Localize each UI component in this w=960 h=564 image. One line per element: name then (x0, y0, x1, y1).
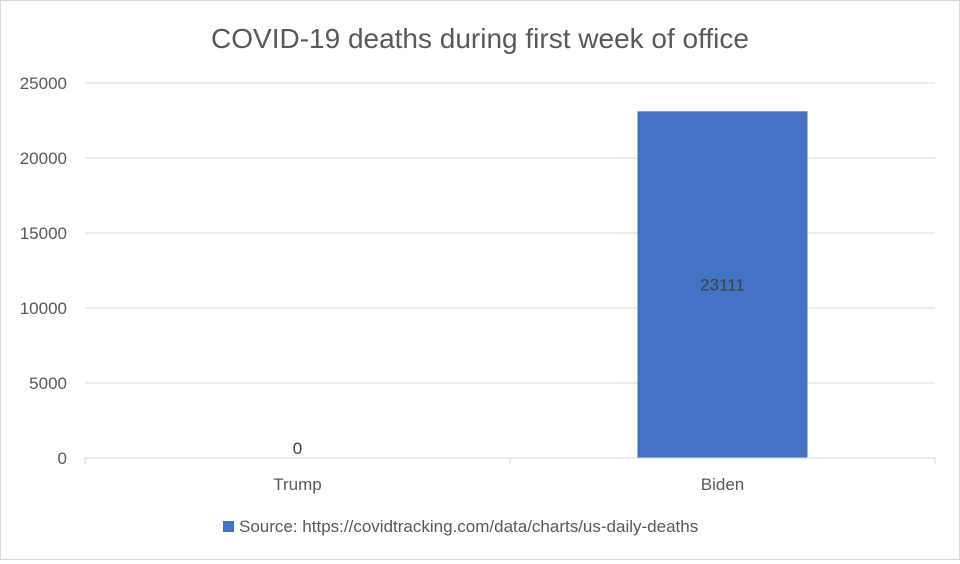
y-tick-label: 25000 (20, 74, 67, 93)
y-tick-label: 10000 (20, 299, 67, 318)
x-axis: Trump Biden (84, 457, 936, 494)
y-tick-label: 15000 (20, 224, 67, 243)
data-label-trump: 0 (293, 439, 302, 458)
legend-label: Source: https://covidtracking.com/data/c… (239, 517, 698, 536)
bar-biden (637, 111, 808, 459)
y-axis: 0 5000 10000 15000 20000 25000 (20, 74, 67, 468)
y-tick-label: 20000 (20, 149, 67, 168)
y-tick-label: 0 (58, 449, 67, 468)
x-tick-label: Trump (273, 475, 322, 494)
data-label-biden: 23111 (700, 276, 745, 295)
bars: 0 23111 (293, 111, 808, 459)
legend: Source: https://covidtracking.com/data/c… (223, 517, 698, 536)
chart-title: COVID-19 deaths during first week of off… (211, 23, 749, 54)
y-tick-label: 5000 (29, 374, 67, 393)
x-tick-label: Biden (701, 475, 744, 494)
legend-swatch (223, 521, 234, 532)
